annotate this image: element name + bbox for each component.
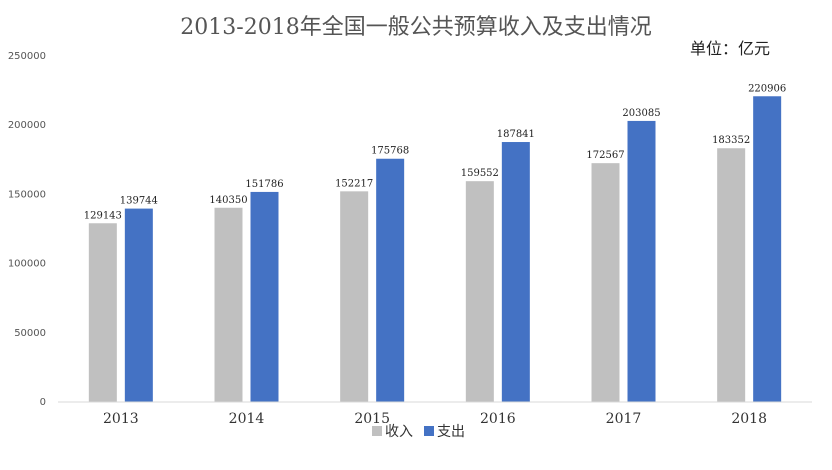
bar-value-label: 183352 (712, 135, 750, 146)
legend-swatch (424, 426, 434, 436)
bar-value-label: 172567 (586, 150, 624, 161)
bars-group: 129143 139744 140350 151786 152217 175768 1595… (84, 83, 786, 402)
bar-income (214, 207, 243, 402)
unit-label: 单位：亿元 (690, 39, 770, 58)
bar-value-label: 203085 (622, 108, 660, 119)
bar-expenditure (376, 158, 405, 402)
y-axis: 0 50000 100000 150000 200000 250000 (8, 51, 46, 408)
bar-value-label: 220906 (748, 83, 786, 94)
x-axis: 2013 2014 2015 2016 2017 2018 (58, 401, 812, 427)
bar-expenditure (250, 191, 279, 402)
x-tick-label: 2015 (354, 411, 390, 427)
bar-value-label: 187841 (497, 129, 535, 140)
bar-income (717, 148, 746, 402)
bar-expenditure (627, 120, 656, 402)
x-tick-label: 2017 (606, 411, 642, 427)
bar-income (88, 223, 117, 402)
bar-expenditure (124, 208, 153, 402)
bar-value-label: 152217 (335, 178, 373, 189)
bar-income (340, 191, 369, 402)
bar-value-label: 159552 (461, 168, 499, 179)
bar-expenditure (753, 96, 782, 402)
bar-value-label: 139744 (120, 196, 158, 207)
legend: 收入 支出 (372, 424, 465, 440)
x-tick-label: 2018 (731, 411, 767, 427)
bar-expenditure (501, 142, 530, 402)
y-tick-label: 50000 (14, 328, 46, 339)
x-tick-label: 2013 (103, 411, 139, 427)
bar-income (465, 181, 494, 402)
x-tick-label: 2016 (480, 411, 516, 427)
bar-value-label: 140350 (209, 195, 247, 206)
bar-income (591, 163, 620, 402)
bar-value-label: 151786 (245, 179, 283, 190)
legend-label: 收入 (385, 424, 413, 440)
x-tick-label: 2014 (229, 411, 265, 427)
y-tick-label: 0 (40, 397, 46, 408)
legend-label: 支出 (437, 424, 465, 440)
y-tick-label: 200000 (8, 120, 46, 131)
chart-title: 2013-2018年全国一般公共预算收入及支出情况 (180, 15, 651, 40)
y-tick-label: 100000 (8, 259, 46, 270)
y-tick-label: 250000 (8, 51, 46, 62)
y-tick-label: 150000 (8, 189, 46, 200)
bar-value-label: 129143 (84, 210, 122, 221)
bar-value-label: 175768 (371, 146, 409, 157)
legend-swatch (372, 426, 382, 436)
